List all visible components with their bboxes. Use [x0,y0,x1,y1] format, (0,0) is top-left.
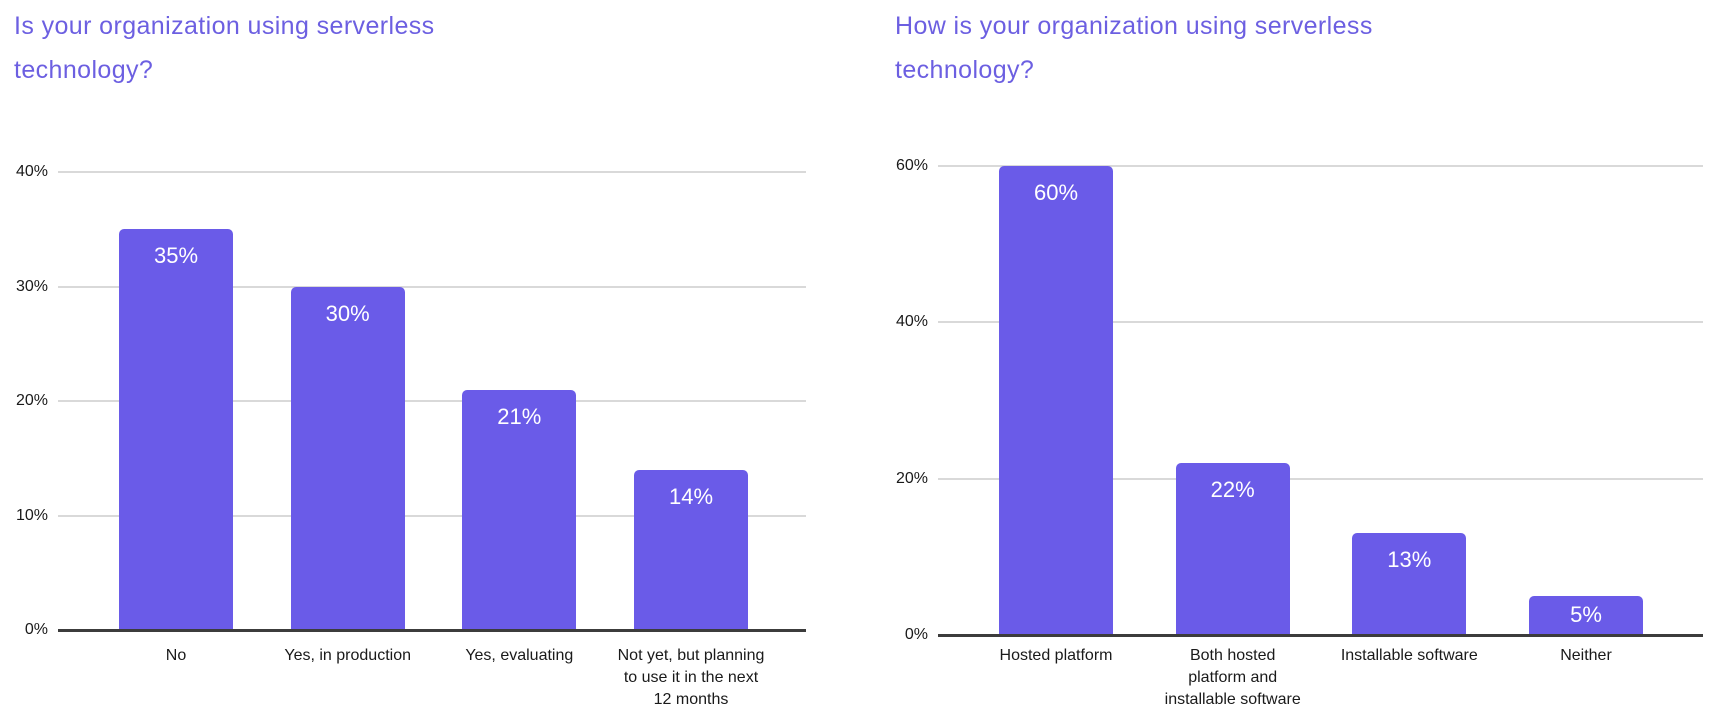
plot-area: 0% 10% 20% 30% 40% 35% No 30% Yes, in production… [15,163,806,711]
bar-value-label: 5% [1570,602,1602,628]
gridline [58,171,806,173]
x-axis-category-label: No [71,645,281,667]
bar-value-label: 30% [325,300,370,326]
bar-neither[interactable]: 5% [1529,595,1643,635]
x-axis-category-line: to use it in the next [623,669,759,686]
x-axis-category-line: Hosted platform [999,647,1113,664]
y-axis-tick-label: 40% [15,163,48,180]
y-axis-tick-label: 10% [15,506,48,524]
chart-title: How is your organization using serverles… [895,12,1373,84]
x-axis-category-line: Not yet, but planning [617,647,765,664]
x-axis-category-label: Installable software [1304,645,1514,667]
bar-value-label: 13% [1387,547,1432,573]
x-axis-category-label: Yes, evaluating [414,645,624,667]
gridline [58,514,806,517]
y-axis-tick-label: 0% [24,621,48,638]
x-axis-line [58,629,806,632]
bar-hosted-platform[interactable]: 60% [999,166,1113,635]
y-axis-tick-label: 60% [895,157,928,174]
gridline [938,321,1703,324]
x-axis-category-line: Both hosted [1189,647,1276,664]
x-axis-category-label: Not yet, but planning to use it in the ne… [586,645,796,711]
gridline [58,400,806,402]
gridline [938,477,1703,480]
bar-both-hosted-platform-and-installable-sof[interactable]: 22% [1175,463,1290,635]
chart-panel-how-using-serverless: How is your organization using serverles… [860,0,1720,720]
bar-not-yet-but-planning-to-use-it-in-the-ne[interactable]: 14% [634,469,748,630]
plot-area: 0% 20% 40% 60% 60% Hosted platform 22% Both hos… [860,0,1720,720]
x-axis-category-line: Neither [1560,647,1612,664]
x-axis-category-label: Neither [1481,645,1691,667]
x-axis-category-label: Hosted platform [951,645,1161,667]
chart-panel-is-using-serverless: Is your organization using serverless te… [14,12,806,711]
bar-yes-in-production[interactable]: 30% [290,286,405,630]
gridline [938,165,1703,167]
y-axis-tick-label: 20% [15,392,48,409]
bar-value-label: 60% [1033,180,1079,205]
x-axis-category-line: platform and [1188,669,1278,686]
bar-value-label: 14% [668,483,714,509]
x-axis-category-label: Both hosted platform and installable softw… [1128,645,1338,711]
chart-title: Is your organization using serverless te… [14,12,435,84]
y-axis-tick-label: 40% [895,313,928,331]
bar-value-label: 21% [497,403,542,429]
x-axis-category-line: Yes, evaluating [465,647,574,664]
gridline [58,285,806,288]
bar-yes-evaluating[interactable]: 21% [462,389,577,630]
bar-no[interactable]: 35% [119,229,233,630]
bar-installable-software[interactable]: 13% [1352,533,1467,635]
y-axis-tick-label: 30% [15,277,48,295]
x-axis-line [938,634,1703,637]
x-axis-category-line: installable software [1164,691,1301,708]
x-axis-category-label: Yes, in production [243,645,453,667]
x-axis-category-line: Installable software [1340,647,1478,664]
x-axis-category-line: No [165,647,187,664]
x-axis-category-line: 12 months [653,691,729,708]
bar-value-label: 22% [1210,477,1255,503]
y-axis-tick-label: 20% [895,469,928,487]
y-axis-tick-label: 0% [904,626,928,643]
bar-value-label: 35% [153,243,199,269]
x-axis-category-line: Yes, in production [284,647,411,664]
